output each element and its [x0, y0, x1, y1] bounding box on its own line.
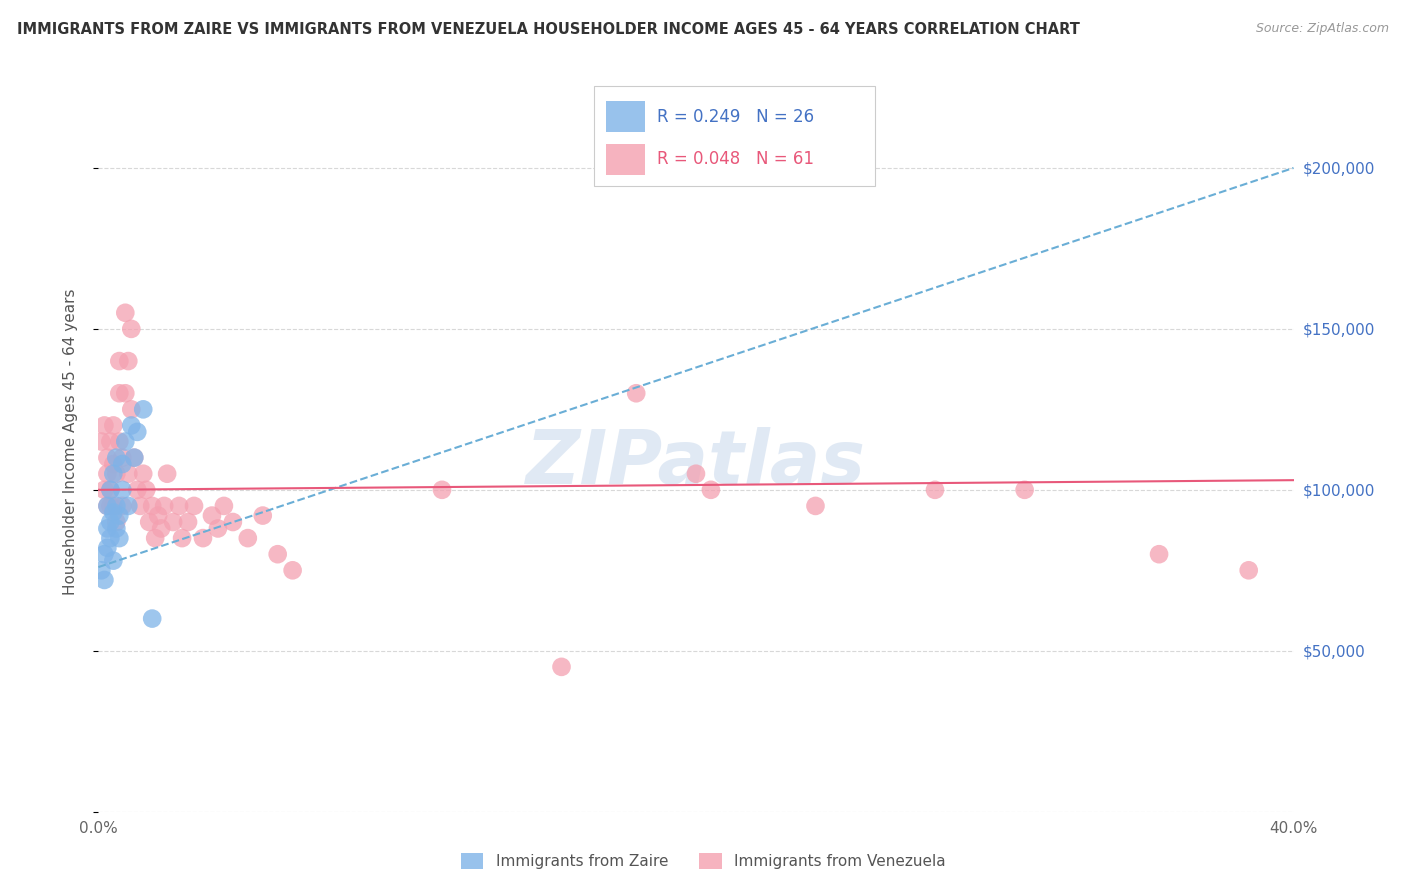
Point: [143, 531, 166, 545]
Point: [108, 508, 131, 523]
Point: [124, 450, 146, 465]
Text: ZIPatlas: ZIPatlas: [526, 427, 866, 500]
Point: [132, 402, 155, 417]
Point: [132, 467, 155, 481]
Point: [148, 508, 170, 523]
Point: [150, 521, 173, 535]
Point: [924, 483, 946, 497]
Point: [191, 531, 214, 545]
Point: [105, 515, 128, 529]
Point: [685, 467, 707, 481]
Point: [96, 450, 118, 465]
Point: [103, 499, 125, 513]
Text: R = 0.048   N = 61: R = 0.048 N = 61: [657, 151, 814, 169]
Point: [93, 573, 115, 587]
Point: [120, 322, 142, 336]
Point: [98, 483, 122, 497]
Point: [156, 467, 179, 481]
Point: [93, 483, 115, 497]
FancyBboxPatch shape: [606, 101, 644, 132]
Point: [103, 554, 125, 568]
Point: [108, 434, 131, 449]
Point: [141, 611, 163, 625]
Point: [120, 402, 142, 417]
Point: [111, 483, 134, 497]
Point: [201, 508, 224, 523]
Point: [135, 483, 157, 497]
Point: [626, 386, 648, 401]
Point: [172, 531, 194, 545]
FancyBboxPatch shape: [606, 144, 644, 175]
Text: R = 0.249   N = 26: R = 0.249 N = 26: [657, 108, 814, 126]
Point: [111, 457, 134, 471]
FancyBboxPatch shape: [595, 87, 875, 186]
Point: [90, 434, 112, 449]
Point: [124, 450, 146, 465]
Point: [207, 521, 229, 535]
Point: [430, 483, 453, 497]
Point: [103, 418, 125, 433]
Point: [129, 499, 152, 513]
Point: [804, 499, 827, 513]
Point: [167, 499, 190, 513]
Point: [267, 547, 290, 561]
Point: [236, 531, 259, 545]
Point: [108, 386, 131, 401]
Point: [90, 563, 112, 577]
Point: [177, 515, 200, 529]
Point: [281, 563, 304, 577]
Point: [103, 457, 125, 471]
Point: [105, 521, 128, 535]
Point: [96, 499, 118, 513]
Point: [1014, 483, 1036, 497]
Point: [141, 499, 163, 513]
Point: [114, 434, 136, 449]
Point: [162, 515, 184, 529]
Point: [183, 499, 205, 513]
Point: [98, 515, 122, 529]
Point: [105, 499, 128, 513]
Point: [127, 483, 149, 497]
Point: [103, 467, 125, 481]
Point: [222, 515, 245, 529]
Point: [93, 418, 115, 433]
Point: [96, 541, 118, 555]
Y-axis label: Householder Income Ages 45 - 64 years: Householder Income Ages 45 - 64 years: [63, 288, 77, 595]
Point: [114, 386, 136, 401]
Point: [111, 499, 134, 513]
Point: [252, 508, 274, 523]
Point: [98, 483, 122, 497]
Point: [108, 531, 131, 545]
Point: [1147, 547, 1170, 561]
Point: [96, 521, 118, 535]
Point: [1237, 563, 1260, 577]
Point: [117, 467, 139, 481]
Point: [96, 499, 118, 513]
Point: [700, 483, 723, 497]
Legend: Immigrants from Zaire, Immigrants from Venezuela: Immigrants from Zaire, Immigrants from V…: [454, 847, 952, 875]
Point: [96, 467, 118, 481]
Point: [103, 505, 125, 519]
Point: [114, 306, 136, 320]
Point: [108, 354, 131, 368]
Point: [105, 467, 128, 481]
Point: [153, 499, 176, 513]
Point: [138, 515, 160, 529]
Text: IMMIGRANTS FROM ZAIRE VS IMMIGRANTS FROM VENEZUELA HOUSEHOLDER INCOME AGES 45 - : IMMIGRANTS FROM ZAIRE VS IMMIGRANTS FROM…: [17, 22, 1080, 37]
Point: [117, 499, 139, 513]
Point: [98, 499, 122, 513]
Point: [111, 450, 134, 465]
Point: [117, 354, 139, 368]
Point: [105, 450, 128, 465]
Point: [120, 418, 142, 433]
Point: [98, 434, 122, 449]
Point: [550, 660, 572, 674]
Point: [93, 547, 115, 561]
Point: [212, 499, 235, 513]
Text: Source: ZipAtlas.com: Source: ZipAtlas.com: [1256, 22, 1389, 36]
Point: [98, 531, 122, 545]
Point: [127, 425, 149, 439]
